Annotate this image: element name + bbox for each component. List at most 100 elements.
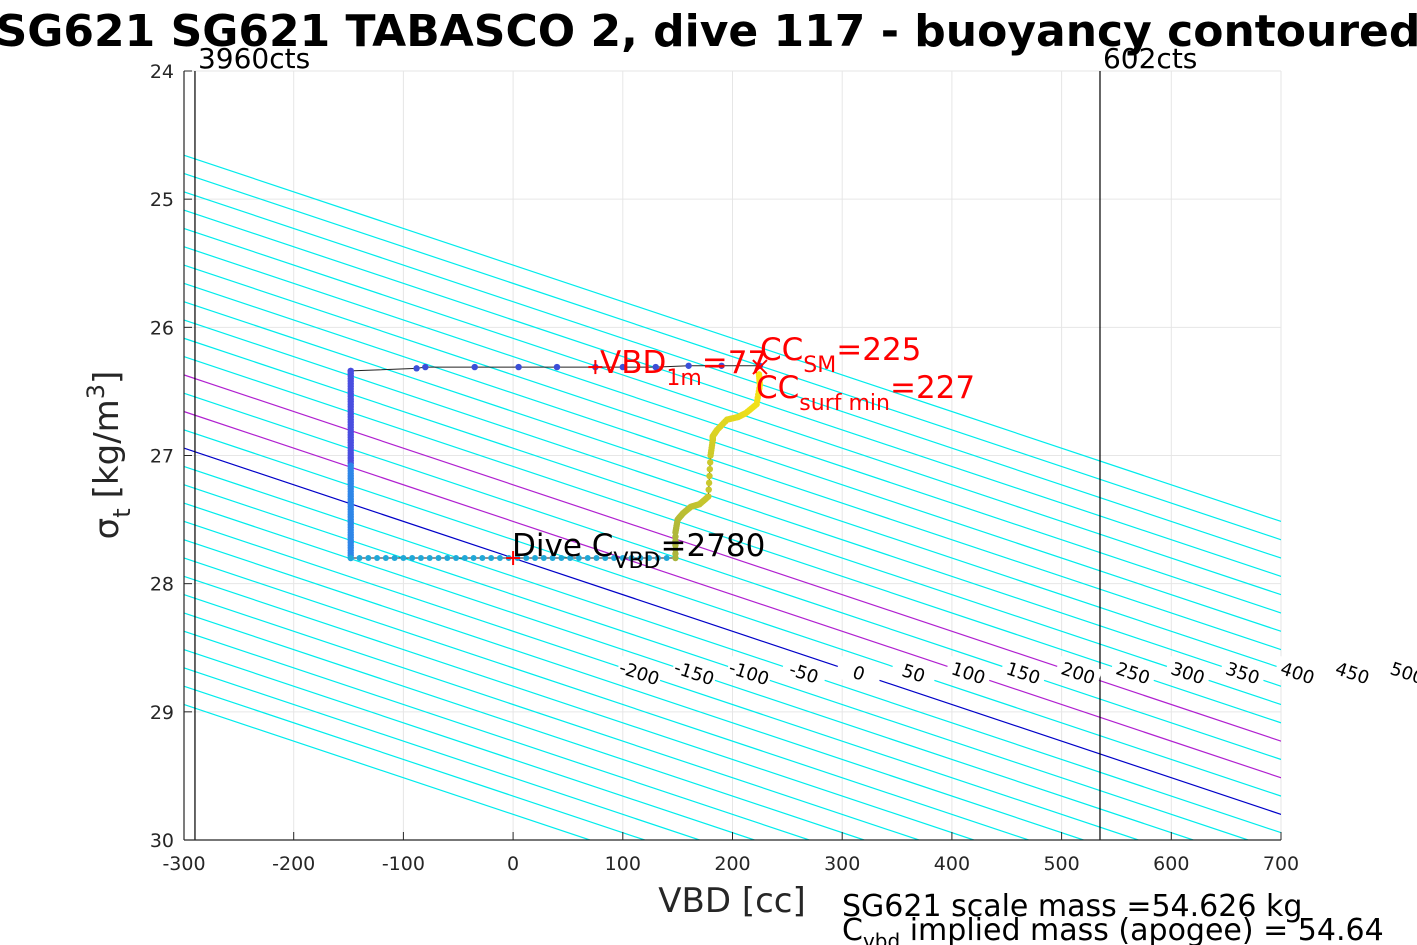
ascent-point — [755, 371, 763, 378]
annotation-vbd1m: VBD1m=77 — [600, 345, 767, 391]
contour-label: 200 — [1053, 655, 1103, 691]
y-axis-label-sup: 3 — [82, 384, 110, 399]
footer-scale-mass: SG621 scale mass =54.626 kg — [842, 889, 1302, 924]
bottom-point — [654, 555, 661, 562]
contour-line — [184, 319, 1281, 687]
bottom-point — [461, 555, 468, 562]
contour-line — [184, 575, 975, 840]
contour-line — [184, 374, 1281, 742]
contour-line — [184, 337, 1281, 706]
bottom-point — [558, 555, 565, 562]
contour-line — [184, 355, 1281, 724]
vbd-limit-label: 602cts — [1103, 42, 1197, 75]
axes: -300 -200 -100 0 100 200 300 400 500 600 700242526… — [150, 61, 1299, 875]
bottom-point — [567, 555, 574, 562]
descent-point — [471, 363, 478, 371]
bottom-point — [532, 555, 539, 562]
y-tick-label: 27 — [150, 446, 174, 468]
contour-line — [184, 594, 920, 840]
ascent-point — [705, 479, 713, 487]
bottom-point — [444, 555, 451, 562]
y-tick-label: 25 — [150, 189, 174, 211]
contour-line — [184, 447, 1281, 815]
y-tick-label: 26 — [150, 317, 174, 339]
bottom-point — [382, 555, 389, 562]
bottom-point — [637, 555, 644, 562]
contour-line — [184, 227, 1281, 596]
bottom-point — [356, 555, 363, 562]
y-tick-label: 28 — [150, 574, 174, 596]
bottom-point — [523, 555, 530, 562]
vbd-limit-lines: 3960cts 602cts — [194, 42, 1197, 840]
contour-line — [184, 685, 645, 840]
bottom-point — [453, 555, 460, 562]
contour-line — [184, 209, 1281, 577]
bottom-point — [549, 555, 556, 562]
x-tick-label: -300 — [162, 853, 205, 875]
x-tick-label: 300 — [824, 853, 860, 875]
y-tick-label: 29 — [150, 702, 174, 724]
bottom-point — [575, 555, 582, 562]
x-axis-label: VBD [cc] — [658, 881, 806, 921]
bottom-point — [646, 555, 653, 562]
contour-line — [184, 410, 1281, 779]
contour-line — [184, 282, 1281, 651]
descent-point — [413, 365, 420, 372]
contour-line — [184, 557, 1029, 840]
bottom-point — [628, 555, 635, 562]
ascent-point — [706, 465, 714, 473]
descent-point — [515, 363, 522, 371]
marker-plus — [506, 551, 521, 566]
bottom-point — [602, 555, 609, 562]
vbd-limit-label: 3960cts — [198, 42, 310, 75]
descent-point — [619, 363, 626, 371]
bottom-point — [584, 555, 591, 562]
x-tick-label: 500 — [1043, 853, 1079, 875]
svg-text:σt[kg/m3]: σt [kg/m3] — [82, 371, 136, 540]
x-tick-label: 200 — [714, 853, 750, 875]
bottom-point — [374, 555, 381, 562]
bottom-point — [426, 555, 433, 562]
x-tick-label: 0 — [507, 853, 519, 875]
x-tick-label: -100 — [382, 853, 425, 875]
contour-line — [184, 264, 1281, 632]
contour-line — [184, 301, 1281, 669]
bottom-point — [488, 555, 495, 562]
contour-line — [184, 612, 865, 840]
descent-point — [422, 363, 429, 371]
bottom-point — [540, 555, 547, 562]
ascent-point — [706, 459, 714, 466]
ascent-point — [706, 472, 713, 480]
contour-line — [184, 502, 1194, 840]
y-axis-label-sub: t — [108, 508, 136, 517]
buoyancy-contours — [184, 154, 1281, 840]
bottom-point — [365, 555, 372, 562]
contour-line — [184, 429, 1281, 797]
contour-line — [184, 172, 1281, 541]
contour-line — [184, 484, 1249, 840]
ascent-point — [705, 493, 712, 500]
annotation-dive-cvbd: Dive CVBD=2780 — [512, 528, 765, 574]
bottom-point — [663, 555, 670, 562]
x-tick-label: 100 — [605, 853, 641, 875]
y-axis-label-unit: [kg/m — [87, 399, 127, 498]
bottom-point — [391, 555, 398, 562]
contour-line — [184, 703, 591, 840]
bottom-point — [417, 555, 424, 562]
bottom-point — [611, 555, 618, 562]
y-axis-label-sigma: σ — [87, 518, 127, 540]
contour-line — [184, 191, 1281, 559]
contour-label: 450 — [1327, 655, 1377, 691]
bottom-point — [409, 555, 416, 562]
contour-line — [184, 520, 1139, 840]
annotation-ccsm: CCSM=225 — [760, 332, 921, 378]
contour-line — [184, 246, 1281, 614]
descent-point — [718, 362, 725, 369]
y-tick-label: 30 — [150, 830, 174, 852]
x-tick-label: 700 — [1263, 853, 1299, 875]
marker-plus — [588, 360, 603, 375]
bottom-point — [400, 555, 407, 562]
bottom-point — [496, 555, 503, 562]
contour-line — [184, 648, 755, 840]
